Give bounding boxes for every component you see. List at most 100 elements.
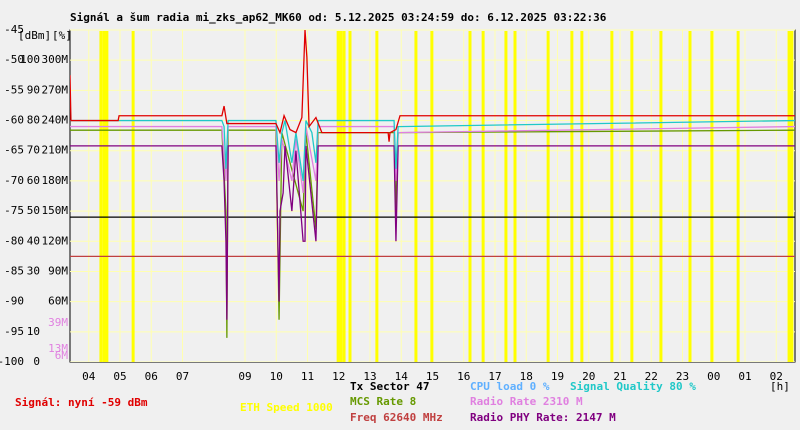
y2-tick-label: 10 bbox=[27, 325, 40, 338]
x-tick-label: 21 bbox=[613, 370, 626, 383]
y2-tick-label: 90 bbox=[27, 83, 40, 96]
y2-tick-label: 0 bbox=[33, 355, 40, 368]
legend-entry: Radio Rate 2310 M bbox=[470, 395, 583, 408]
eth-band bbox=[336, 31, 340, 362]
y2-tick-label: 30 bbox=[27, 264, 40, 277]
rate-marker-label: 6M bbox=[55, 349, 69, 362]
series-line bbox=[70, 29, 795, 142]
x-tick-label: 23 bbox=[676, 370, 689, 383]
eth-band bbox=[481, 31, 485, 362]
y-tick-label: -50 bbox=[4, 53, 24, 66]
eth-band bbox=[787, 31, 791, 362]
chart-title: Signál a šum radia mi_zks_ap62_MK60 od: … bbox=[70, 11, 607, 24]
x-tick-label: 07 bbox=[176, 370, 189, 383]
eth-band bbox=[348, 31, 352, 362]
eth-band bbox=[659, 31, 663, 362]
y2-tick-label: 40 bbox=[27, 234, 40, 247]
x-tick-label: 20 bbox=[582, 370, 595, 383]
x-tick-label: 10 bbox=[270, 370, 283, 383]
eth-band bbox=[342, 31, 346, 362]
y-tick-label: -75 bbox=[4, 204, 24, 217]
y3-tick-label: 180M bbox=[42, 174, 69, 187]
eth-band bbox=[513, 31, 517, 362]
eth-band bbox=[102, 31, 106, 362]
y3-tick-label: 60M bbox=[48, 295, 68, 308]
x-tick-label: 18 bbox=[520, 370, 533, 383]
legend-entry: CPU load 0 % bbox=[470, 380, 550, 393]
eth-band bbox=[504, 31, 508, 362]
x-tick-label: 17 bbox=[488, 370, 501, 383]
eth-band bbox=[375, 31, 379, 362]
y-tick-label: -95 bbox=[4, 325, 24, 338]
y-tick-label: -85 bbox=[4, 264, 24, 277]
y-tick-label: -80 bbox=[4, 234, 24, 247]
y3-tick-label: 240M bbox=[42, 114, 69, 127]
rate-marker-label: 13M bbox=[48, 342, 68, 355]
x-tick-label: 16 bbox=[457, 370, 470, 383]
y-tick-label: -45 bbox=[4, 23, 24, 36]
y3-tick-label: 300M bbox=[42, 53, 69, 66]
x-tick-label: 01 bbox=[738, 370, 751, 383]
legend-entry: Freq 62640 MHz bbox=[350, 411, 443, 424]
eth-band bbox=[688, 31, 692, 362]
eth-band bbox=[570, 31, 574, 362]
series-line bbox=[70, 145, 795, 320]
y2-tick-label: 70 bbox=[27, 144, 40, 157]
eth-band bbox=[736, 31, 740, 362]
x-tick-label: 09 bbox=[238, 370, 251, 383]
x-tick-label: 15 bbox=[426, 370, 439, 383]
eth-band bbox=[339, 31, 343, 362]
eth-band bbox=[630, 31, 634, 362]
x-tick-label: 14 bbox=[395, 370, 409, 383]
y-unit: [dBm] bbox=[18, 29, 51, 42]
y2-unit: [%] bbox=[52, 29, 72, 42]
y3-tick-label: 210M bbox=[42, 144, 69, 157]
y2-tick-label: 60 bbox=[27, 174, 40, 187]
y3-tick-label: 120M bbox=[42, 234, 69, 247]
eth-band bbox=[580, 31, 584, 362]
y-tick-label: -100 bbox=[0, 355, 24, 368]
eth-band bbox=[105, 31, 109, 362]
eth-band bbox=[790, 31, 794, 362]
y-tick-label: -65 bbox=[4, 144, 24, 157]
legend-entry: Signal Quality 80 % bbox=[570, 380, 696, 393]
eth-band bbox=[546, 31, 550, 362]
legend-entry: Tx Sector 47 bbox=[350, 380, 429, 393]
plot-layer bbox=[70, 29, 795, 362]
eth-band bbox=[468, 31, 472, 362]
eth-band bbox=[430, 31, 434, 362]
x-tick-label: 02 bbox=[770, 370, 783, 383]
y3-tick-label: 150M bbox=[42, 204, 69, 217]
x-tick-label: 05 bbox=[113, 370, 126, 383]
y2-tick-label: 80 bbox=[27, 114, 40, 127]
x-tick-label: 00 bbox=[707, 370, 720, 383]
y-tick-label: -90 bbox=[4, 295, 24, 308]
eth-band bbox=[131, 31, 135, 362]
x-unit: [h] bbox=[770, 380, 790, 393]
legend-entry: Radio PHY Rate: 2147 M bbox=[470, 411, 616, 424]
rate-marker-label: 39M bbox=[48, 316, 68, 329]
y2-tick-label: 100 bbox=[20, 53, 40, 66]
series-line bbox=[70, 119, 795, 182]
y-tick-label: -60 bbox=[4, 114, 24, 127]
eth-band bbox=[710, 31, 714, 362]
eth-band bbox=[610, 31, 614, 362]
eth-band bbox=[414, 31, 418, 362]
x-tick-label: 12 bbox=[332, 370, 345, 383]
x-tick-label: 11 bbox=[301, 370, 314, 383]
x-tick-label: 19 bbox=[551, 370, 564, 383]
eth-band bbox=[99, 31, 103, 362]
x-tick-label: 04 bbox=[82, 370, 96, 383]
x-tick-label: 06 bbox=[145, 370, 158, 383]
legend-entry: Signál: nyní -59 dBm bbox=[15, 396, 148, 409]
y3-tick-label: 90M bbox=[48, 264, 68, 277]
y-tick-label: -55 bbox=[4, 83, 24, 96]
legend-entry: ETH Speed 1000 bbox=[240, 401, 333, 414]
y-tick-label: -70 bbox=[4, 174, 24, 187]
legend-entry: MCS Rate 8 bbox=[350, 395, 416, 408]
x-tick-label: 22 bbox=[645, 370, 658, 383]
y3-tick-label: 270M bbox=[42, 83, 69, 96]
x-tick-label: 13 bbox=[363, 370, 376, 383]
y2-tick-label: 50 bbox=[27, 204, 40, 217]
